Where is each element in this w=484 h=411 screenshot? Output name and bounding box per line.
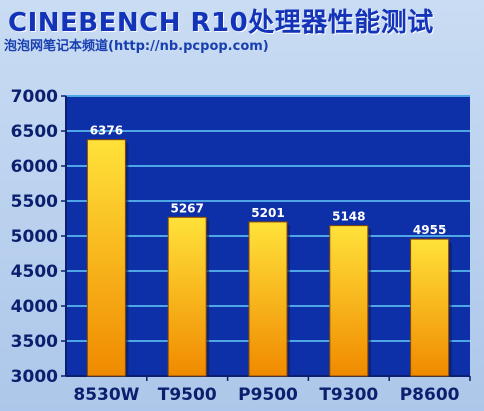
data-label: 6376: [90, 124, 123, 138]
y-tick-label: 3500: [11, 332, 58, 352]
data-label: 4955: [413, 223, 446, 237]
y-tick-label: 6500: [11, 122, 58, 142]
data-label: 5201: [251, 206, 284, 220]
y-tick-label: 3000: [11, 367, 58, 387]
x-tick-label: P9500: [238, 385, 298, 405]
bar: [86, 139, 126, 377]
bar: [329, 225, 369, 377]
x-tick-label: T9300: [319, 385, 378, 405]
y-tick-label: 5500: [11, 192, 58, 212]
x-tick-label: P8600: [400, 385, 460, 405]
chart-title: CINEBENCH R10处理器性能测试: [8, 8, 434, 38]
y-tick-label: 5000: [11, 227, 58, 247]
data-label: 5267: [170, 201, 203, 215]
bar: [410, 238, 450, 377]
x-tick-label: 8530W: [73, 385, 139, 405]
y-tick-label: 7000: [11, 87, 58, 107]
data-label: 5148: [332, 210, 365, 224]
bar: [167, 216, 207, 377]
y-tick-label: 4500: [11, 262, 58, 282]
y-tick-label: 4000: [11, 297, 58, 317]
x-tick-label: T9500: [158, 385, 217, 405]
y-tick-label: 6000: [11, 157, 58, 177]
chart-subtitle: 泡泡网笔记本频道(http://nb.pcpop.com): [4, 39, 269, 54]
bar: [248, 221, 288, 377]
